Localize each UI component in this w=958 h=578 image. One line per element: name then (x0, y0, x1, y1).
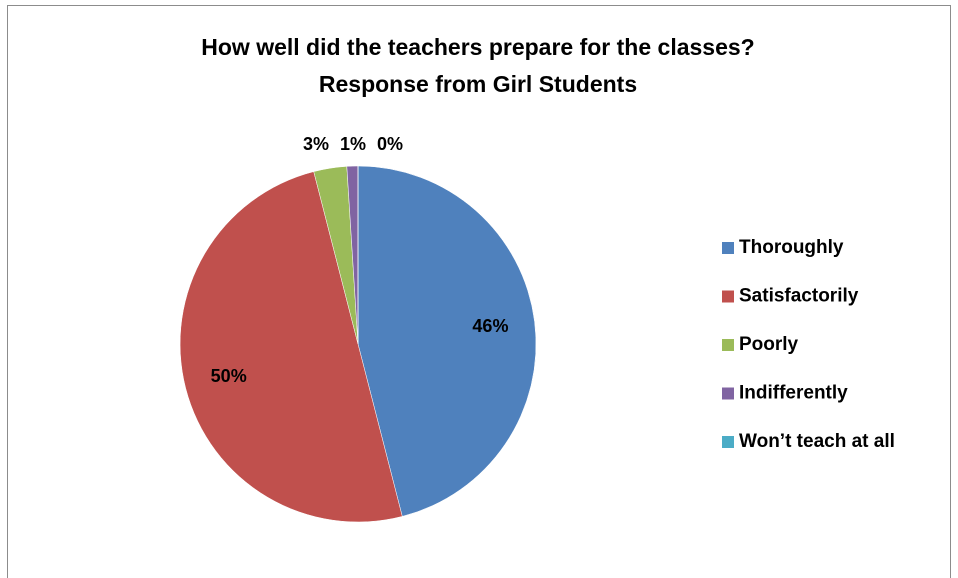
chart-title: Response from Girl Students (319, 71, 637, 97)
legend-label: Thoroughly (739, 237, 844, 258)
legend-label: Satisfactorily (739, 286, 859, 307)
data-label: 46% (472, 316, 508, 336)
legend-label: Won’t teach at all (739, 431, 895, 452)
legend-label: Poorly (739, 334, 799, 355)
legend-label: Indifferently (739, 383, 848, 404)
data-label: 1% (340, 134, 366, 154)
legend-swatch (722, 436, 734, 448)
legend-swatch (722, 290, 734, 303)
legend-swatch (722, 339, 734, 351)
data-label: 0% (377, 134, 403, 154)
chart-title: How well did the teachers prepare for th… (201, 34, 754, 60)
legend-swatch (722, 387, 734, 400)
pie-slice (179, 171, 403, 523)
legend-swatch (722, 242, 734, 254)
data-label: 50% (211, 366, 247, 386)
pie-slice (357, 165, 537, 517)
data-label: 3% (303, 134, 329, 154)
